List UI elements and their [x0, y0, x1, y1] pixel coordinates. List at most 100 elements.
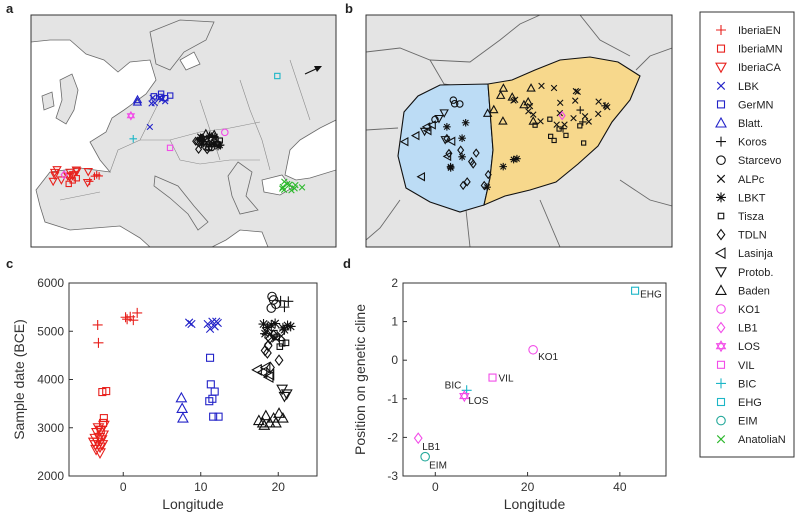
- legend-item: LB1: [716, 321, 758, 335]
- data-point: [413, 432, 423, 445]
- data-point: [90, 428, 103, 439]
- legend-item: KO1: [716, 304, 760, 316]
- map-site-marker: [509, 155, 518, 164]
- y-tick-label: -1: [387, 392, 398, 406]
- panel-a-frame: [30, 14, 337, 248]
- legend-label: EIM: [738, 416, 758, 428]
- series-germn: [205, 353, 223, 421]
- legend-marker: [716, 321, 726, 334]
- y-axis-label: Position on genetic cline: [352, 304, 368, 455]
- map-site-marker: [585, 118, 592, 125]
- italy-land: [153, 175, 209, 231]
- map-site-marker: [484, 169, 492, 180]
- map-site-marker: [60, 170, 68, 180]
- data-point: [262, 371, 274, 384]
- legend-label: Baden: [738, 285, 770, 297]
- legend-marker: [716, 100, 726, 109]
- x-tick-label: 20: [521, 480, 535, 494]
- map-site-marker: [150, 93, 158, 100]
- legend-marker: [715, 267, 727, 278]
- data-point: [266, 303, 277, 313]
- map-site-marker: [489, 104, 499, 114]
- data-point: [208, 317, 217, 326]
- legend-item: Baden: [715, 284, 770, 297]
- ireland-land: [41, 91, 55, 111]
- map-site-marker: [547, 116, 553, 122]
- legend-marker: [716, 81, 726, 90]
- y-tick-label: 2000: [37, 469, 64, 483]
- series-tdln: [260, 329, 284, 374]
- data-point: [269, 329, 279, 342]
- panel-label-d: d: [343, 256, 351, 271]
- map-site-marker: [551, 137, 557, 144]
- legend-label: Protob.: [738, 267, 773, 279]
- legend-marker: [716, 174, 726, 183]
- map-site-marker: [431, 115, 439, 124]
- legend: IberiaEN IberiaMN IberiaCA LBK GerMN Blatt. Ko…: [699, 11, 795, 458]
- map-site-marker: [563, 132, 569, 139]
- y-tick-label: 0: [391, 353, 398, 367]
- map-site-marker: [556, 99, 564, 106]
- data-point: [176, 411, 189, 423]
- data-point: [265, 332, 275, 345]
- map-site-marker: [595, 98, 602, 105]
- legend-item: Tisza: [717, 211, 765, 223]
- legend-marker: [716, 136, 726, 147]
- data-point: [528, 344, 538, 355]
- series-iberiaen: [92, 307, 143, 348]
- panel-b-frame: [365, 14, 673, 248]
- map-site-marker: [458, 134, 466, 143]
- data-point: [90, 444, 103, 456]
- series-koros: [275, 295, 294, 313]
- series-iberiamn: [96, 387, 111, 435]
- data-label: BIC: [445, 380, 462, 391]
- legend-item: IberiaCA: [715, 62, 781, 74]
- legend-marker: [716, 415, 726, 426]
- legend-label: TDLN: [738, 230, 767, 242]
- y-tick-label: 6000: [37, 276, 64, 290]
- map-site-marker: [467, 156, 476, 167]
- data-point: [258, 319, 269, 330]
- map-site-marker: [525, 108, 532, 115]
- y-tick-label: 4000: [37, 373, 64, 387]
- map-site-marker: [193, 136, 201, 147]
- panel-label-a: a: [6, 1, 14, 16]
- data-point: [285, 321, 296, 332]
- map-site-marker: [572, 87, 580, 95]
- map-site-marker: [459, 180, 467, 191]
- x-tick-label: 0: [120, 480, 127, 494]
- data-point: [277, 331, 286, 341]
- legend-label: LB1: [738, 323, 758, 335]
- series-lbkt: [258, 318, 296, 339]
- map-site-marker: [513, 154, 521, 163]
- map-site-marker: [570, 114, 577, 122]
- map-site-marker: [52, 166, 62, 175]
- data-point: [260, 328, 271, 339]
- data-point: [262, 347, 272, 359]
- map-site-marker: [595, 110, 602, 118]
- map-site-marker: [483, 183, 491, 191]
- legend-item: IberiaMN: [716, 44, 783, 56]
- y-tick-label: 3000: [37, 421, 64, 435]
- map-site-marker: [601, 101, 609, 110]
- legend-item: LBK: [716, 81, 759, 93]
- map-site-marker: [85, 177, 94, 186]
- map-site-marker: [498, 116, 508, 125]
- legend-label: Blatt.: [738, 118, 763, 130]
- legend-marker: [716, 155, 726, 165]
- map-site-marker: [73, 175, 80, 182]
- map-site-marker: [576, 106, 585, 114]
- series-protob-: [276, 384, 293, 403]
- legend-marker: [716, 25, 726, 35]
- legend-item: Lasinja: [714, 247, 774, 260]
- data-point: [279, 302, 290, 313]
- data-label: EHG: [640, 290, 662, 301]
- data-point: [187, 319, 196, 329]
- map-site-marker: [495, 90, 506, 99]
- legend-item: BIC: [716, 378, 756, 390]
- data-point: [96, 440, 109, 451]
- data-point: [259, 361, 271, 374]
- legend-item: TDLN: [716, 228, 767, 242]
- x-tick-label: 20: [272, 480, 286, 494]
- data-point: [259, 409, 272, 421]
